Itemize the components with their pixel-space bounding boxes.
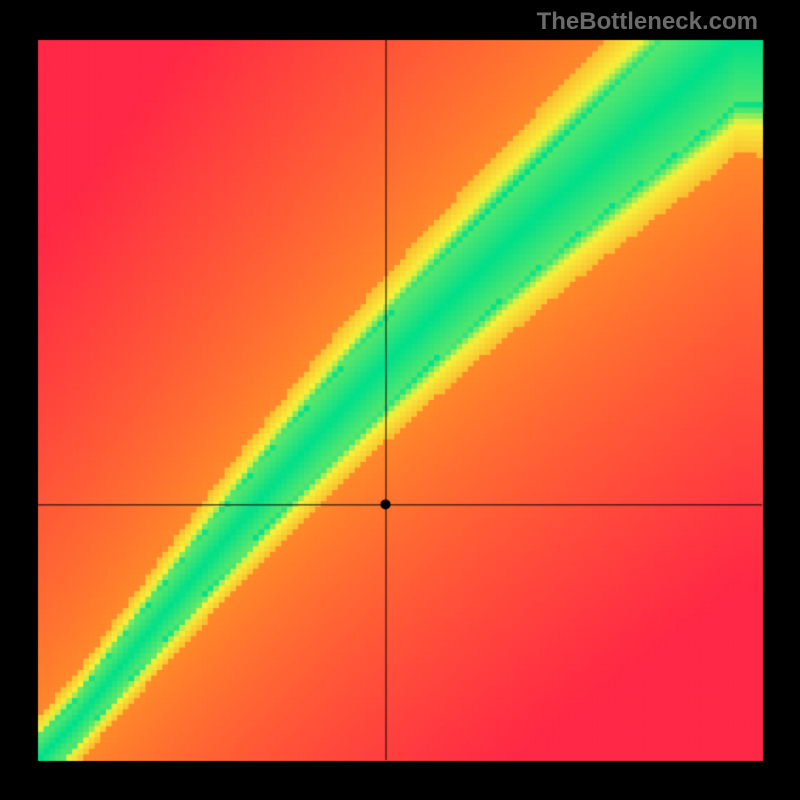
bottleneck-heatmap-container: TheBottleneck.com — [0, 0, 800, 800]
heatmap-canvas — [0, 0, 800, 800]
watermark-text: TheBottleneck.com — [537, 8, 758, 36]
